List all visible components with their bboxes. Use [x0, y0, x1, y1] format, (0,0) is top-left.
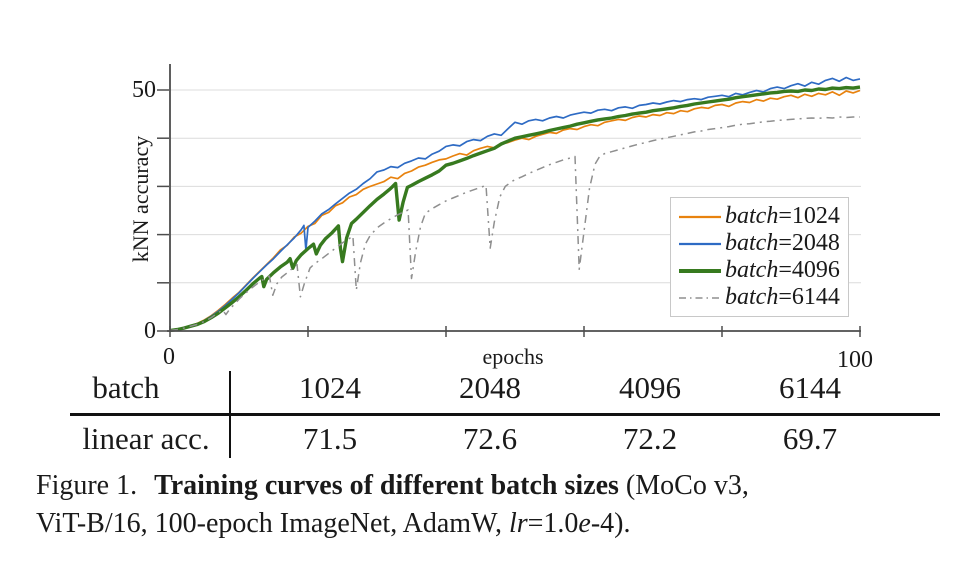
table-linear-acc-4096: 72.2	[622, 421, 678, 456]
legend-var-value: =4096	[778, 257, 840, 283]
caption-line2-end: -4).	[590, 508, 631, 539]
caption-e: e	[578, 508, 591, 539]
table-vertical-rule	[229, 371, 231, 458]
legend: batch=1024 batch=2048 batch=4096 batch=6144	[670, 197, 849, 317]
x-tick-label-0: 0	[163, 344, 175, 370]
y-tick-label-50: 50	[132, 77, 156, 103]
legend-label: batch=1024	[725, 203, 840, 230]
legend-item-batch=1024: batch=1024	[678, 203, 844, 230]
legend-item-batch=4096: batch=4096	[678, 257, 844, 284]
table-horizontal-rule	[70, 413, 940, 416]
caption-line1-tail: (MoCo v3,	[625, 470, 749, 501]
legend-var-name: batch	[725, 230, 779, 256]
curve-batch=2048	[169, 76, 861, 332]
table-batch-1024: 1024	[299, 370, 361, 405]
curve-batch=6144	[169, 116, 860, 332]
table-linear-acc-1024: 71.5	[302, 421, 358, 456]
legend-var-value: =6144	[778, 284, 840, 310]
caption-lr: lr	[508, 508, 528, 539]
caption-line2-start: ViT-B/16, 100-epoch ImageNet, AdamW,	[36, 508, 509, 539]
legend-line-swatch	[679, 215, 721, 218]
table-header-batch: batch	[92, 370, 160, 405]
legend-line-swatch	[679, 296, 721, 299]
training-curves-plot	[157, 64, 861, 337]
legend-item-batch=2048: batch=2048	[678, 230, 844, 257]
caption-line-1: Figure 1. Training curves of different b…	[36, 467, 946, 505]
caption-figure-label: Figure 1.	[36, 470, 138, 501]
legend-line-swatch	[679, 268, 721, 273]
caption-bold-title: Training curves of different batch sizes	[154, 470, 619, 501]
legend-var-name: batch	[725, 203, 779, 229]
table-batch-6144: 6144	[779, 370, 841, 405]
legend-label: batch=2048	[725, 230, 840, 257]
legend-item-batch=6144: batch=6144	[678, 284, 844, 311]
y-axis-title: kNN accuracy	[128, 135, 153, 263]
table-batch-4096: 4096	[619, 370, 681, 405]
legend-var-value: =1024	[778, 203, 840, 229]
curve-batch=4096	[169, 85, 861, 333]
figure-caption: Figure 1. Training curves of different b…	[36, 467, 946, 543]
table-batch-2048: 2048	[459, 370, 521, 405]
caption-line-2: ViT-B/16, 100-epoch ImageNet, AdamW, lr=…	[36, 505, 946, 543]
legend-label: batch=4096	[725, 257, 840, 284]
legend-line-swatch	[679, 242, 721, 245]
y-tick-label-0: 0	[144, 318, 156, 344]
x-tick-label-100: 100	[837, 347, 873, 373]
table-linear-acc-6144: 69.7	[782, 421, 838, 456]
legend-var-name: batch	[725, 284, 779, 310]
table-linear-acc-2048: 72.6	[462, 421, 518, 456]
legend-label: batch=6144	[725, 284, 840, 311]
caption-line2-mid: =1.0	[527, 508, 579, 539]
x-axis-title: epochs	[482, 344, 544, 369]
legend-var-value: =2048	[778, 230, 840, 256]
legend-rows: batch=1024 batch=2048 batch=4096 batch=6144	[678, 203, 844, 311]
legend-var-name: batch	[725, 257, 779, 283]
table-header-linear-acc: linear acc.	[82, 421, 210, 456]
